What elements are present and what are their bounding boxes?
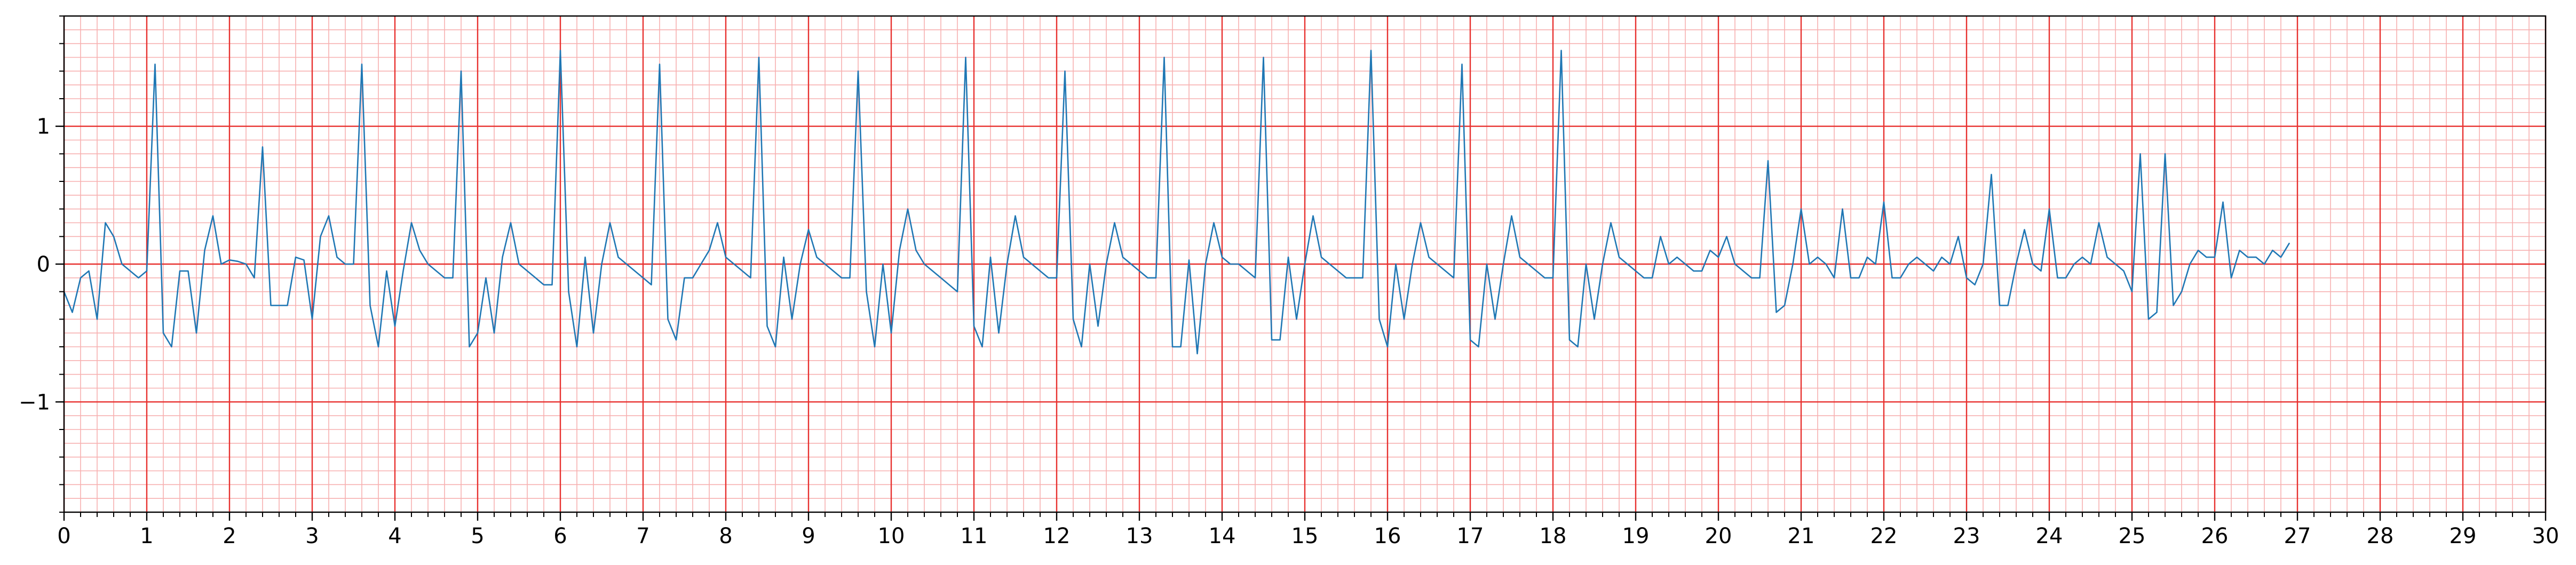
x-tick-label: 16 bbox=[1374, 524, 1401, 548]
x-tick-label: 3 bbox=[305, 524, 319, 548]
y-tick-label: 1 bbox=[37, 115, 50, 139]
series-layer bbox=[63, 50, 2290, 355]
x-tick-label: 0 bbox=[57, 524, 70, 548]
ecg-trace-line bbox=[63, 50, 2290, 355]
x-tick-label: 2 bbox=[223, 524, 236, 548]
x-tick-label: 25 bbox=[2119, 524, 2146, 548]
x-tick-label: 14 bbox=[1209, 524, 1236, 548]
x-tick-label: 17 bbox=[1457, 524, 1484, 548]
x-tick-label: 26 bbox=[2201, 524, 2229, 548]
y-tick-label: 0 bbox=[37, 252, 50, 277]
x-tick-label: 29 bbox=[2450, 524, 2477, 548]
x-tick-label: 22 bbox=[1870, 524, 1898, 548]
x-axis: 0 1 2 3 4 5 6 7 8 9 10 11 12 13 14 15 16 17 18 19 20 21 22 23 24… bbox=[57, 512, 2559, 548]
x-tick-label: 19 bbox=[1622, 524, 1650, 548]
x-tick-label: 15 bbox=[1291, 524, 1319, 548]
x-tick-label: 10 bbox=[878, 524, 905, 548]
y-tick-label: −1 bbox=[19, 390, 50, 415]
x-tick-label: 18 bbox=[1540, 524, 1567, 548]
x-tick-label: 11 bbox=[961, 524, 988, 548]
x-tick-label: 24 bbox=[2036, 524, 2063, 548]
x-tick-label: 27 bbox=[2284, 524, 2311, 548]
x-tick-label: 7 bbox=[636, 524, 649, 548]
x-tick-label: 21 bbox=[1788, 524, 1815, 548]
x-tick-label: 1 bbox=[140, 524, 153, 548]
x-tick-label: 13 bbox=[1126, 524, 1153, 548]
x-tick-label: 8 bbox=[719, 524, 732, 548]
x-tick-label: 28 bbox=[2367, 524, 2394, 548]
x-tick-label: 5 bbox=[471, 524, 484, 548]
x-tick-label: 30 bbox=[2532, 524, 2559, 548]
x-tick-label: 23 bbox=[1953, 524, 1980, 548]
x-tick-label: 6 bbox=[553, 524, 567, 548]
x-tick-label: 20 bbox=[1705, 524, 1732, 548]
x-tick-label: 4 bbox=[388, 524, 401, 548]
x-tick-label: 12 bbox=[1043, 524, 1071, 548]
y-axis: −1 0 1 bbox=[19, 15, 64, 513]
x-tick-label: 9 bbox=[802, 524, 815, 548]
